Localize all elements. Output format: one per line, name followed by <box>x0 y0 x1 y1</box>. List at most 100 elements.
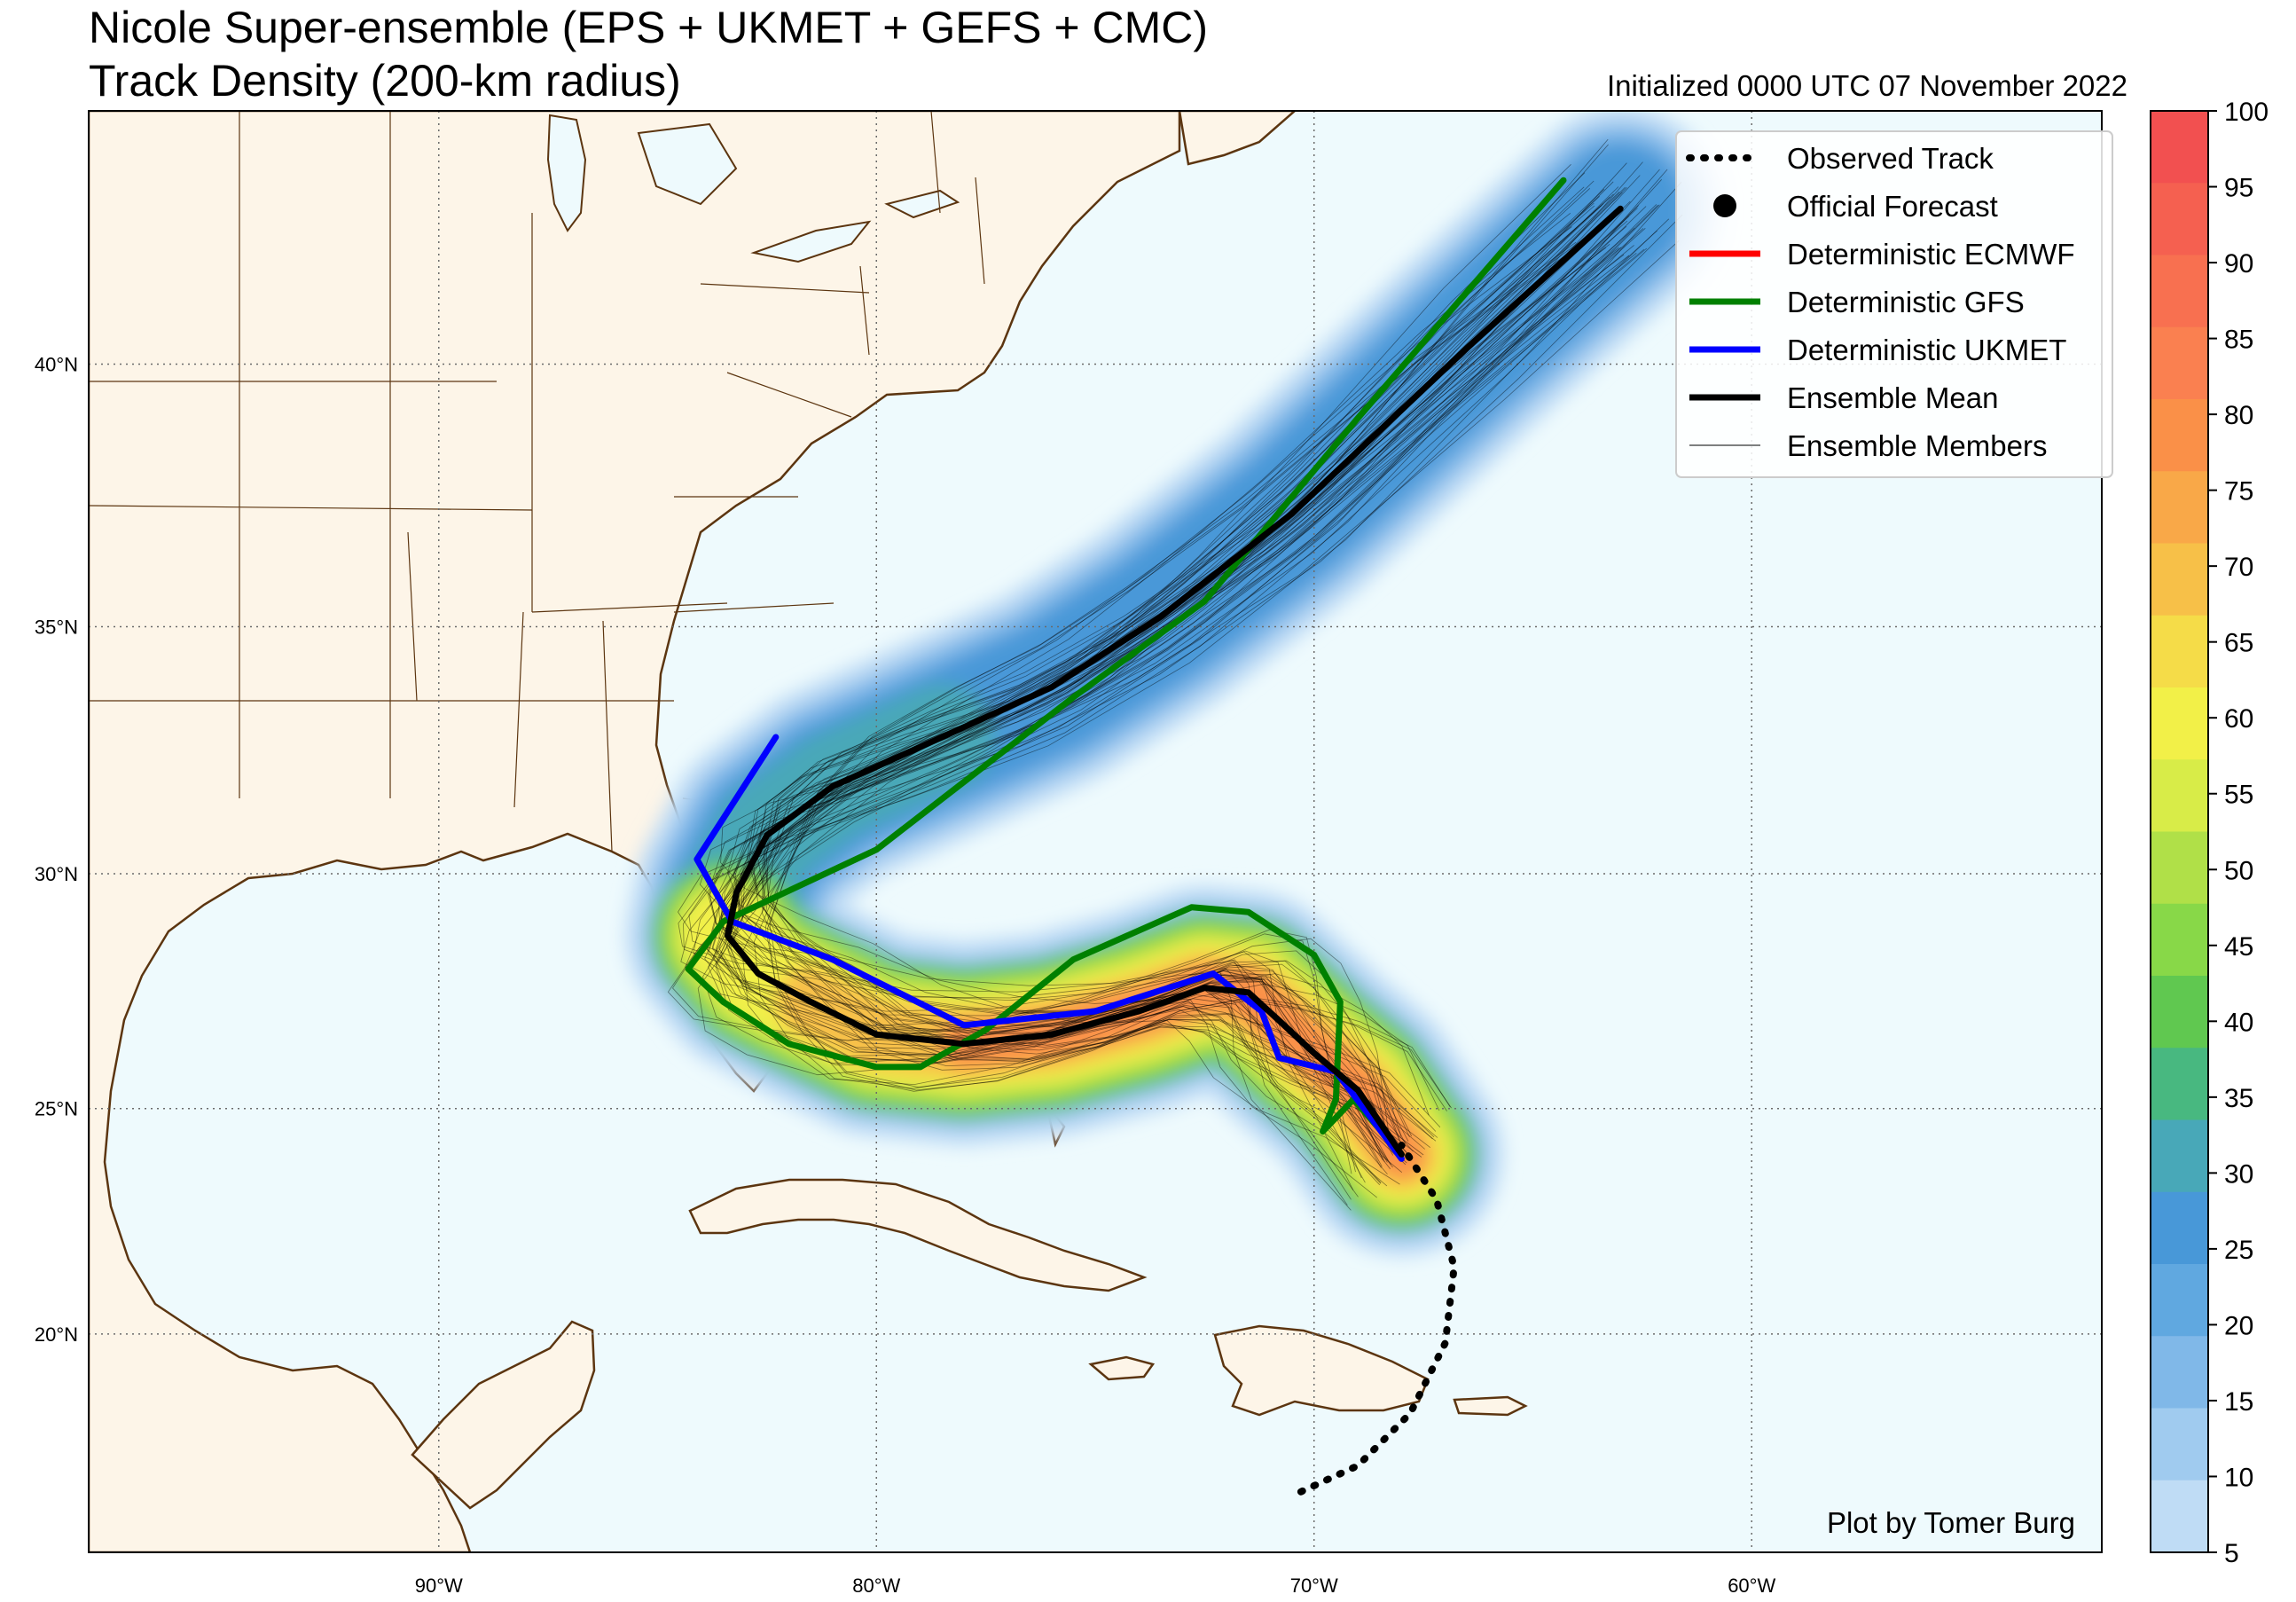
ensemble-member-track <box>762 247 1622 1140</box>
colorbar-tick-label: 15 <box>2224 1387 2253 1417</box>
ensemble-member-track <box>697 164 1571 1136</box>
colorbar-tick-label: 85 <box>2224 326 2253 355</box>
ensemble-member-track <box>765 247 1607 1128</box>
ensemble-member-track <box>712 188 1605 1151</box>
colorbar-tick-label: 5 <box>2224 1539 2239 1568</box>
ensemble-member-track <box>720 240 1680 1185</box>
jamaica-land <box>1088 1355 1156 1381</box>
colorbar-tick-label: 60 <box>2224 704 2253 734</box>
deterministic-gfs-track <box>685 177 1567 1158</box>
colorbar: 100 95 90 85 80 75 70 65 60 55 50 45 40 35 30 25 20 15 10 5 <box>2150 98 2269 1568</box>
lake-erie <box>750 220 872 263</box>
lake-michigan <box>546 114 587 232</box>
ensemble-mean-track <box>725 205 1624 1158</box>
ensemble-member-track <box>767 241 1577 1108</box>
legend-label: Deterministic UKMET <box>1787 334 2066 366</box>
lat-tick-label: 40°N <box>35 354 78 376</box>
colorbar-tick-label: 100 <box>2224 98 2269 127</box>
ensemble-member-track <box>728 205 1602 1142</box>
ensemble-member-track <box>709 204 1657 1183</box>
ensemble-member-track <box>711 192 1623 1163</box>
lon-tick-label: 70°W <box>1290 1575 1338 1597</box>
ensemble-member-track <box>704 181 1614 1161</box>
colorbar-segment <box>2151 111 2208 184</box>
legend-label: Ensemble Mean <box>1787 381 1998 414</box>
colorbar-segment <box>2151 1191 2208 1265</box>
inland-features <box>89 111 985 852</box>
colorbar-segment <box>2151 1336 2208 1409</box>
colorbar-segment <box>2151 1264 2208 1337</box>
chart-title-line1: Nicole Super-ensemble (EPS + UKMET + GEF… <box>89 3 1208 52</box>
lon-tick-label: 80°W <box>852 1575 900 1597</box>
legend-label: Ensemble Members <box>1787 429 2047 462</box>
yucatan-land <box>411 1320 596 1510</box>
axis-labels: 90°W 80°W 70°W 60°W 40°N 35°N 30°N 25°N 20°N <box>35 354 1776 1597</box>
colorbar-segment <box>2151 687 2208 760</box>
ensemble-member-track <box>685 162 1627 1179</box>
ensemble-member-track <box>699 214 1683 1198</box>
ensemble-member-track <box>720 205 1639 1170</box>
map-frame <box>88 110 2103 1553</box>
colorbar-tick-label: 40 <box>2224 1008 2253 1037</box>
colorbar-tick-label: 20 <box>2224 1311 2253 1340</box>
lake-ontario <box>884 189 960 219</box>
colorbar-segment <box>2151 1408 2208 1481</box>
colorbar-segment <box>2151 831 2208 905</box>
colorbar-tick-label: 55 <box>2224 781 2253 810</box>
legend-label: Official Forecast <box>1787 190 1998 223</box>
ensemble-member-track <box>763 255 1630 1142</box>
ensemble-member-track <box>730 205 1595 1137</box>
colorbar-tick-label: 10 <box>2224 1463 2253 1492</box>
lon-tick-label: 60°W <box>1728 1575 1775 1597</box>
lat-tick-label: 35°N <box>35 616 78 639</box>
colorbar-segment <box>2151 1480 2208 1553</box>
ensemble-member-track <box>733 228 1646 1166</box>
lat-tick-label: 20°N <box>35 1323 78 1346</box>
colorbar-frame <box>2150 110 2209 1553</box>
hispaniola-land <box>1213 1324 1430 1417</box>
colorbar-tick-label: 95 <box>2224 174 2253 203</box>
legend-box <box>1675 130 2113 478</box>
ensemble-member-track <box>725 203 1604 1144</box>
ensemble-member-track <box>761 243 1610 1132</box>
ensemble-member-track <box>693 175 1641 1183</box>
ensemble-member-track <box>764 240 1581 1111</box>
ensemble-member-track <box>708 186 1619 1163</box>
lon-tick-label: 90°W <box>415 1575 463 1597</box>
state-lines <box>89 111 985 852</box>
lat-tick-label: 25°N <box>35 1098 78 1120</box>
legend: Observed Track Official Forecast Determini… <box>1675 130 2113 478</box>
colorbar-tick-label: 80 <box>2224 401 2253 430</box>
colorbar-segment <box>2151 183 2208 255</box>
ensemble-member-track <box>688 179 1662 1198</box>
land-masses <box>89 111 1528 1552</box>
legend-swatch <box>1713 194 1736 217</box>
legend-label: Observed Track <box>1787 142 1994 175</box>
colorbar-segment <box>2151 903 2208 977</box>
ensemble-member-track <box>763 247 1619 1138</box>
ensemble-member-track <box>727 202 1595 1137</box>
chart-title-line2: Track Density (200-km radius) <box>89 56 681 106</box>
ensemble-member-track <box>707 186 1626 1167</box>
ensemble-member-track <box>702 172 1586 1143</box>
ensemble-member-track <box>707 204 1660 1186</box>
colorbar-segment <box>2151 615 2208 688</box>
plot-credit: Plot by Tomer Burg <box>1827 1506 2075 1539</box>
colorbar-tick-label: 75 <box>2224 477 2253 507</box>
colorbar-segment <box>2151 759 2208 832</box>
ensemble-member-track <box>680 161 1643 1190</box>
colorbar-segment <box>2151 399 2208 472</box>
lake-huron <box>637 122 738 206</box>
ensemble-member-track <box>706 187 1627 1168</box>
lat-tick-label: 30°N <box>35 863 78 885</box>
colorbar-segment <box>2151 255 2208 328</box>
observed-track-track <box>1297 1142 1458 1496</box>
cuba-land <box>688 1178 1148 1292</box>
colorbar-tick-label: 70 <box>2224 553 2253 582</box>
legend-label: Deterministic ECMWF <box>1787 238 2075 271</box>
colorbar-tick-label: 35 <box>2224 1084 2253 1113</box>
legend-label: Deterministic GFS <box>1787 286 2025 318</box>
ensemble-member-track <box>711 218 1670 1187</box>
colorbar-segment <box>2151 1048 2208 1120</box>
